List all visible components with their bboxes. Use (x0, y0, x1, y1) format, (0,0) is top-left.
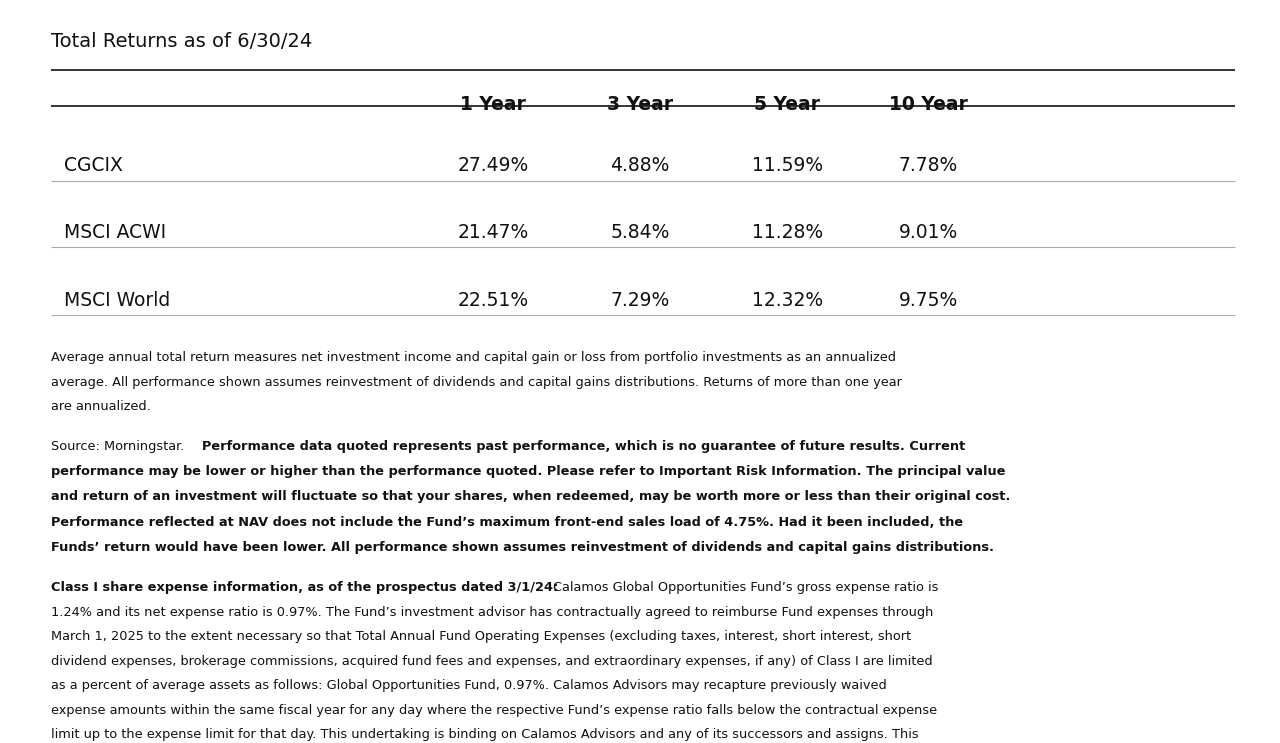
Text: 10 Year: 10 Year (888, 95, 968, 114)
Text: 27.49%: 27.49% (457, 156, 529, 175)
Text: dividend expenses, brokerage commissions, acquired fund fees and expenses, and e: dividend expenses, brokerage commissions… (51, 655, 933, 667)
Text: 11.59%: 11.59% (751, 156, 823, 175)
Text: CGCIX: CGCIX (64, 156, 123, 175)
Text: Total Returns as of 6/30/24: Total Returns as of 6/30/24 (51, 32, 312, 51)
Text: Class I share expense information, as of the prospectus dated 3/1/24:: Class I share expense information, as of… (51, 581, 563, 594)
Text: 5.84%: 5.84% (611, 223, 669, 242)
Text: MSCI World: MSCI World (64, 291, 170, 311)
Text: Funds’ return would have been lower. All performance shown assumes reinvestment : Funds’ return would have been lower. All… (51, 541, 995, 554)
Text: 5 Year: 5 Year (754, 95, 820, 114)
Text: Calamos Global Opportunities Fund’s gross expense ratio is: Calamos Global Opportunities Fund’s gros… (553, 581, 938, 594)
Text: Performance data quoted represents past performance, which is no guarantee of fu: Performance data quoted represents past … (202, 440, 965, 452)
Text: are annualized.: are annualized. (51, 400, 151, 413)
Text: 9.01%: 9.01% (899, 223, 957, 242)
Text: 9.75%: 9.75% (899, 291, 957, 311)
Text: 7.29%: 7.29% (611, 291, 669, 311)
Text: 22.51%: 22.51% (457, 291, 529, 311)
Text: 11.28%: 11.28% (751, 223, 823, 242)
Text: 1 Year: 1 Year (460, 95, 526, 114)
Text: 12.32%: 12.32% (751, 291, 823, 311)
Text: 3 Year: 3 Year (607, 95, 673, 114)
Text: 7.78%: 7.78% (899, 156, 957, 175)
Text: 4.88%: 4.88% (611, 156, 669, 175)
Text: March 1, 2025 to the extent necessary so that Total Annual Fund Operating Expens: March 1, 2025 to the extent necessary so… (51, 630, 911, 643)
Text: and return of an investment will fluctuate so that your shares, when redeemed, m: and return of an investment will fluctua… (51, 490, 1011, 503)
Text: expense amounts within the same fiscal year for any day where the respective Fun: expense amounts within the same fiscal y… (51, 704, 937, 716)
Text: Performance reflected at NAV does not include the Fund’s maximum front-end sales: Performance reflected at NAV does not in… (51, 516, 964, 528)
Text: performance may be lower or higher than the performance quoted. Please refer to : performance may be lower or higher than … (51, 465, 1006, 478)
Text: 1.24% and its net expense ratio is 0.97%. The Fund’s investment advisor has cont: 1.24% and its net expense ratio is 0.97%… (51, 606, 933, 618)
Text: 21.47%: 21.47% (457, 223, 529, 242)
Text: MSCI ACWI: MSCI ACWI (64, 223, 166, 242)
Text: limit up to the expense limit for that day. This undertaking is binding on Calam: limit up to the expense limit for that d… (51, 728, 919, 741)
Text: Average annual total return measures net investment income and capital gain or l: Average annual total return measures net… (51, 351, 896, 364)
Text: Source: Morningstar.: Source: Morningstar. (51, 440, 188, 452)
Text: average. All performance shown assumes reinvestment of dividends and capital gai: average. All performance shown assumes r… (51, 376, 902, 389)
Text: as a percent of average assets as follows: Global Opportunities Fund, 0.97%. Cal: as a percent of average assets as follow… (51, 679, 887, 692)
